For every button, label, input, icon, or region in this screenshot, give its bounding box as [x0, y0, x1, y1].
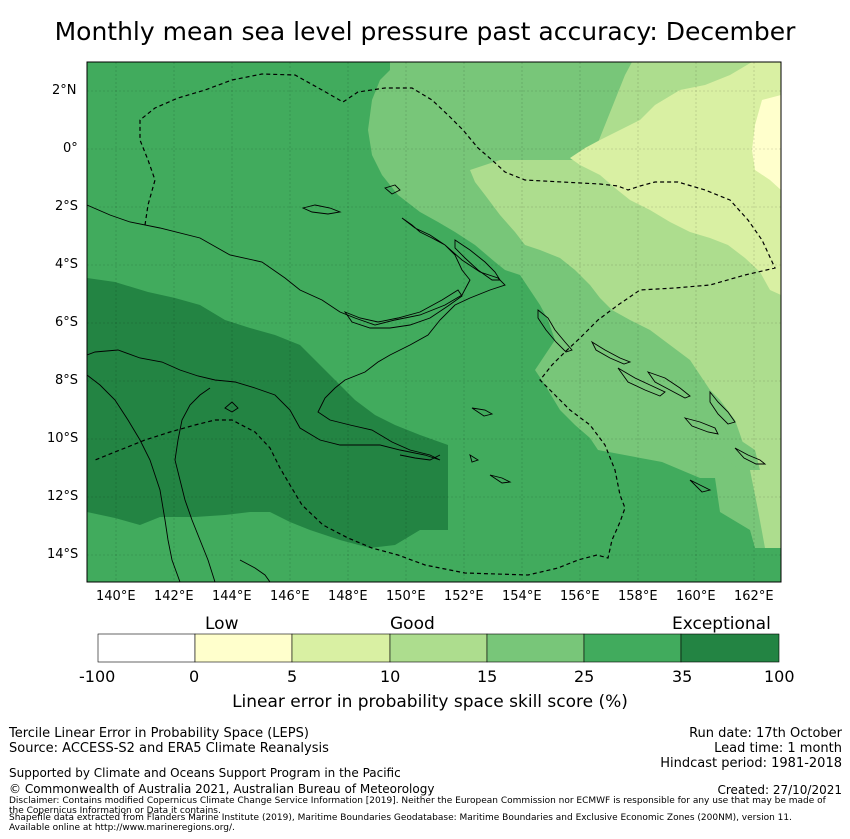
eez-boundaries	[94, 73, 776, 576]
lat-tick: 2°S	[55, 199, 79, 214]
colorbar-tick: 25	[574, 667, 595, 686]
lon-tick: 152°E	[444, 589, 484, 604]
lat-tick: 2°N	[52, 83, 77, 98]
footer-source: Source: ACCESS-S2 and ERA5 Climate Reana…	[9, 741, 329, 756]
footer-method: Tercile Linear Error in Probability Spac…	[9, 726, 309, 741]
created-date: Created: 27/10/2021	[717, 783, 842, 797]
shapefile-line-1: Shapefile data extracted from Flanders M…	[9, 813, 792, 823]
lon-tick: 156°E	[560, 589, 600, 604]
lat-tick: 10°S	[47, 431, 79, 446]
colorbar-tick: 35	[672, 667, 693, 686]
colorbar	[97, 633, 780, 663]
run-date: Run date: 17th October	[689, 726, 842, 741]
lon-tick: 160°E	[676, 589, 716, 604]
disclaimer-line-2: the Copernicus Information or Data it co…	[9, 806, 221, 816]
lon-tick: 140°E	[96, 589, 136, 604]
colorbar-segment-3	[291, 633, 391, 663]
colorbar-segment-7	[680, 633, 780, 663]
footer-copyright: © Commonwealth of Australia 2021, Austra…	[9, 782, 435, 796]
hindcast-period: Hindcast period: 1981-2018	[660, 756, 842, 771]
lon-tick: 150°E	[386, 589, 426, 604]
map-panel	[86, 61, 782, 583]
png-eez-boundary	[94, 73, 776, 576]
colorbar-segment-6	[583, 633, 682, 663]
colorbar-tick: -100	[79, 667, 116, 686]
lat-tick: 14°S	[47, 547, 79, 562]
new-britain-coast	[343, 289, 463, 329]
lat-tick: 0°	[63, 141, 78, 156]
lon-tick: 148°E	[328, 589, 368, 604]
australia-coast	[87, 374, 271, 582]
colorbar-segment-5	[486, 633, 585, 663]
map-title: Monthly mean sea level pressure past acc…	[54, 17, 796, 46]
lat-tick: 12°S	[47, 489, 79, 504]
islands-se	[224, 401, 712, 493]
lon-tick: 158°E	[618, 589, 658, 604]
skill-region-15-25-south	[545, 358, 760, 470]
solomon-islands-coast	[590, 340, 767, 465]
colorbar-tick: 0	[189, 667, 200, 686]
shapefile-line-2: Available online at http://www.marinereg…	[9, 823, 235, 833]
colorbar-category-low: Low	[205, 614, 239, 634]
bougainville-coast	[537, 309, 573, 353]
skill-region-5-10	[570, 62, 781, 295]
colorbar-category-good: Good	[390, 614, 435, 634]
skill-region-highest	[87, 278, 448, 548]
coastlines	[87, 184, 767, 582]
colorbar-segment-2	[194, 633, 293, 663]
colorbar-label: Linear error in probability space skill …	[232, 692, 628, 712]
map-frame	[86, 61, 782, 583]
graticule	[87, 62, 781, 582]
lon-tick: 144°E	[212, 589, 252, 604]
admiralty-coast	[301, 184, 401, 215]
footer-support: Supported by Climate and Oceans Support …	[9, 766, 401, 780]
skill-region-0-5	[752, 95, 781, 190]
lat-tick: 4°S	[55, 257, 79, 272]
lon-tick: 162°E	[734, 589, 774, 604]
lon-tick: 142°E	[154, 589, 194, 604]
disclaimer-line-1: Disclaimer: Contains modified Copernicus…	[9, 796, 826, 806]
lat-tick: 6°S	[55, 315, 79, 330]
colorbar-category-exceptional: Exceptional	[672, 614, 771, 634]
colorbar-segment-1	[97, 633, 196, 663]
colorbar-tick: 5	[287, 667, 298, 686]
lon-tick: 154°E	[502, 589, 542, 604]
new-ireland-coast	[454, 239, 501, 281]
colorbar-tick: 15	[477, 667, 498, 686]
colorbar-tick: 100	[764, 667, 795, 686]
new-guinea-coast	[87, 204, 506, 461]
lon-tick: 146°E	[270, 589, 310, 604]
lat-tick: 8°S	[55, 373, 79, 388]
colorbar-tick: 10	[380, 667, 401, 686]
colorbar-segment-4	[389, 633, 488, 663]
lead-time: Lead time: 1 month	[714, 741, 842, 756]
